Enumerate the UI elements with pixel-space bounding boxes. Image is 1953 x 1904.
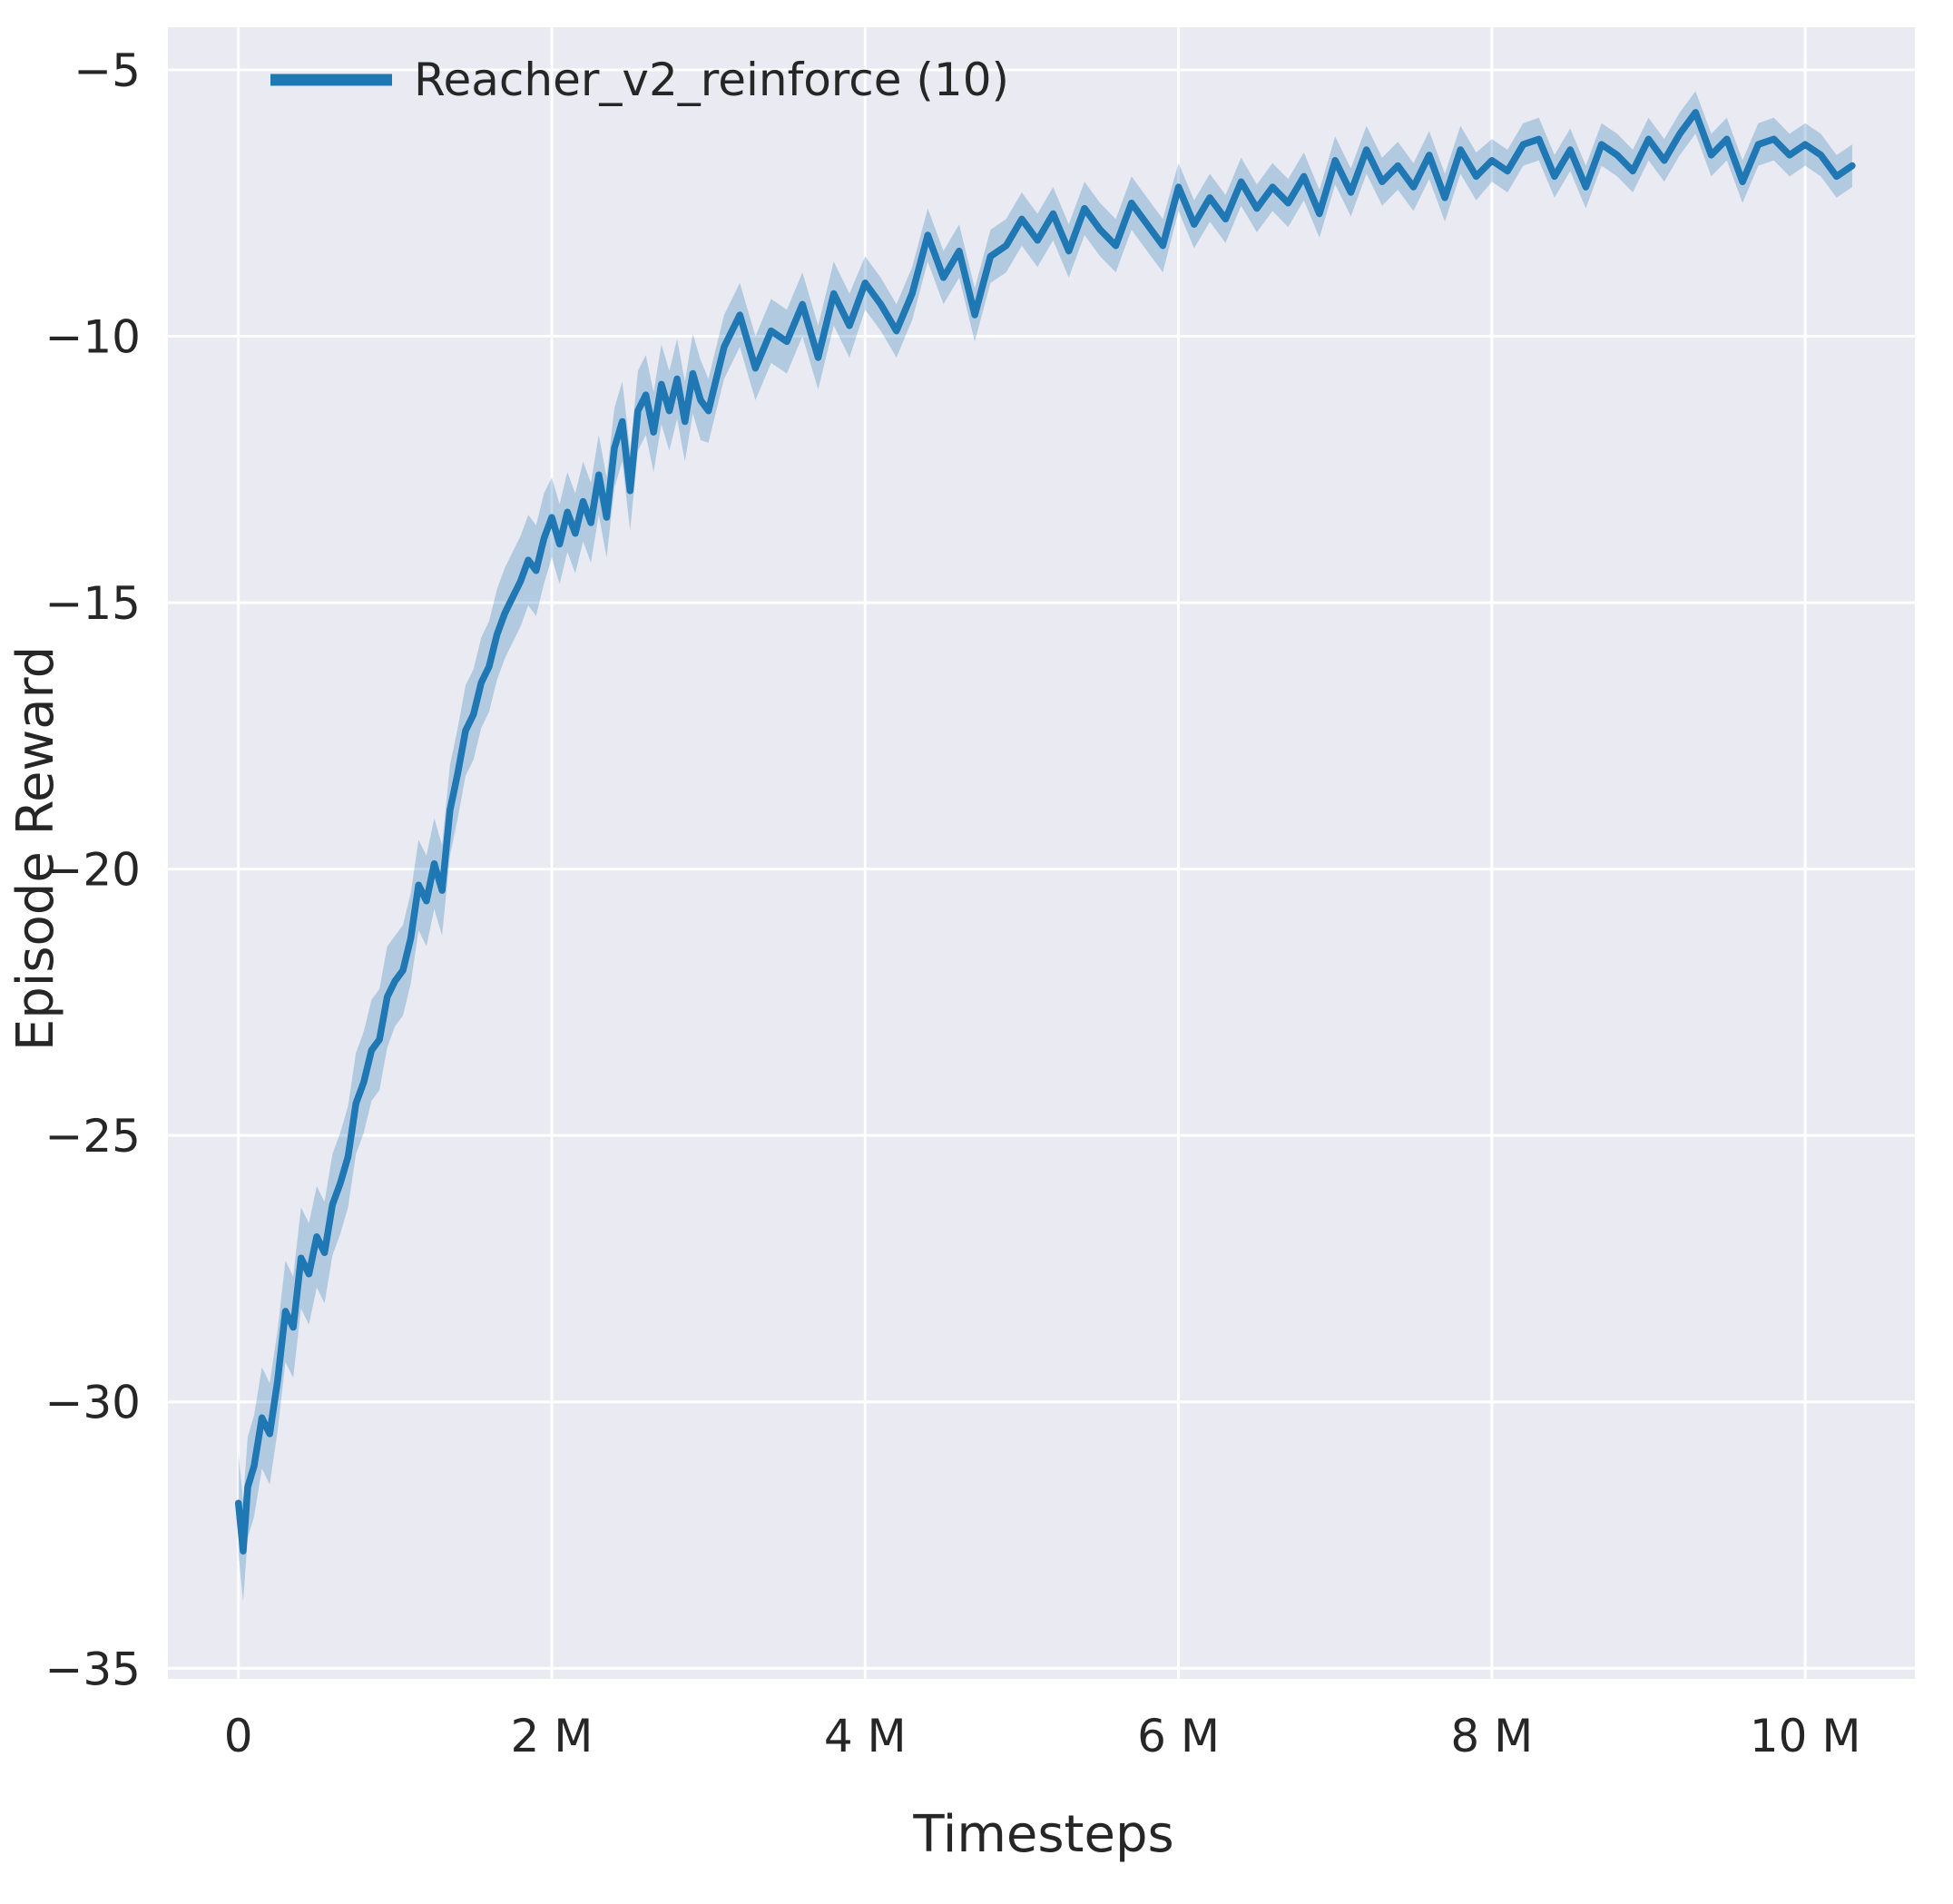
grid-lines [168, 27, 1915, 1679]
x-axis-label: Timesteps [912, 1805, 1173, 1864]
y-axis-label: Episode Reward [6, 646, 65, 1051]
plot-background [168, 27, 1915, 1679]
y-tick-label: −30 [44, 1377, 141, 1429]
y-tick-label: −15 [44, 577, 141, 630]
legend: Reacher_v2_reinforce (10) [270, 54, 1009, 106]
series-line [234, 109, 1856, 1555]
x-tick-label: 0 [224, 1710, 253, 1762]
y-tick-label: −25 [44, 1110, 141, 1163]
y-tick-label: −10 [44, 311, 141, 364]
x-tick-label: 10 M [1750, 1710, 1861, 1762]
legend-label: Reacher_v2_reinforce (10) [414, 54, 1009, 106]
y-tick-labels: −5 −10 −15 −20 −25 −30 −35 [44, 44, 141, 1695]
y-tick-label: −5 [74, 44, 141, 97]
y-tick-label: −20 [44, 844, 141, 897]
x-tick-labels: 0 2 M 4 M 6 M 8 M 10 M [224, 1710, 1861, 1762]
series-polyline [234, 109, 1856, 1555]
x-tick-label: 2 M [511, 1710, 594, 1762]
x-tick-label: 6 M [1137, 1710, 1220, 1762]
x-tick-label: 8 M [1450, 1710, 1533, 1762]
x-tick-label: 4 M [824, 1710, 907, 1762]
y-tick-label: −35 [44, 1643, 141, 1695]
